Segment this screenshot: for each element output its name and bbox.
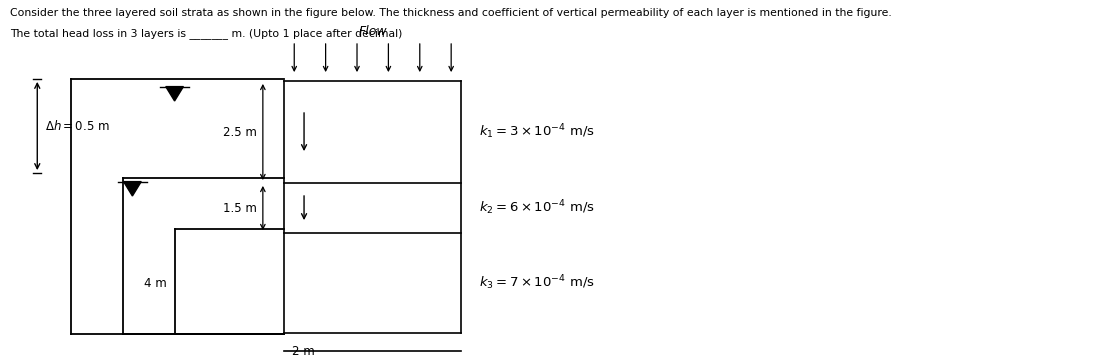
Polygon shape [123, 182, 141, 196]
Text: $k_3 = 7 \times 10^{-4}$ m/s: $k_3 = 7 \times 10^{-4}$ m/s [478, 274, 595, 292]
Polygon shape [166, 87, 184, 101]
Text: 1.5 m: 1.5 m [223, 201, 256, 215]
Text: 2 m: 2 m [292, 345, 315, 358]
Text: $\Delta h = 0.5$ m: $\Delta h = 0.5$ m [45, 119, 110, 133]
Text: Consider the three layered soil strata as shown in the figure below. The thickne: Consider the three layered soil strata a… [10, 8, 892, 18]
Text: The total head loss in 3 layers is _______ m. (Upto 1 place after decimal): The total head loss in 3 layers is _____… [10, 28, 402, 39]
Text: $k_2 = 6 \times 10^{-4}$ m/s: $k_2 = 6 \times 10^{-4}$ m/s [478, 199, 595, 217]
Text: Flow: Flow [358, 25, 388, 38]
Text: 2.5 m: 2.5 m [223, 126, 256, 139]
Text: 4 m: 4 m [144, 277, 167, 290]
Text: $k_1 = 3 \times 10^{-4}$ m/s: $k_1 = 3 \times 10^{-4}$ m/s [478, 123, 595, 141]
